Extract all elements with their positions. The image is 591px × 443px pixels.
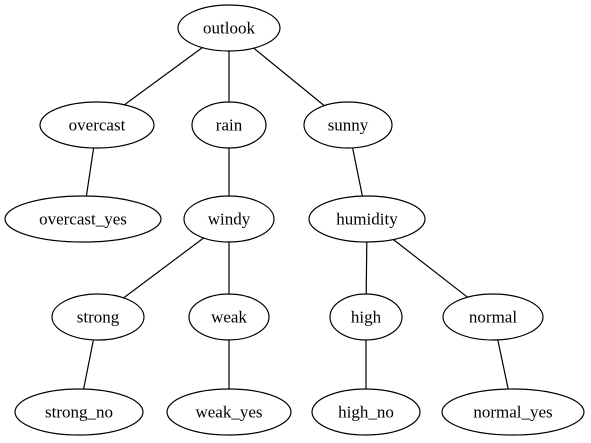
node-high_no: high_no bbox=[311, 388, 421, 436]
node-strong_no-label: strong_no bbox=[45, 403, 113, 422]
node-weak_yes-label: weak_yes bbox=[195, 403, 262, 422]
node-overcast_yes-shape bbox=[4, 195, 162, 243]
node-normal_yes-shape bbox=[441, 388, 585, 436]
node-sunny-label: sunny bbox=[328, 116, 369, 135]
node-rain-label: rain bbox=[216, 116, 243, 135]
edge-outlook-to-overcast bbox=[124, 47, 203, 106]
node-weak-shape bbox=[188, 293, 270, 341]
node-weak_yes-shape bbox=[166, 388, 292, 436]
node-humidity: humidity bbox=[308, 195, 426, 243]
node-normal-label: normal bbox=[469, 308, 517, 327]
node-overcast_yes: overcast_yes bbox=[4, 195, 162, 243]
node-weak-label: weak bbox=[211, 308, 247, 327]
node-high-label: high bbox=[351, 308, 382, 327]
node-high_no-label: high_no bbox=[338, 403, 394, 422]
node-strong: strong bbox=[51, 293, 145, 341]
edge-overcast-to-overcast_yes bbox=[85, 147, 95, 197]
edge-sunny-to-humidity bbox=[352, 147, 363, 197]
node-humidity-shape bbox=[308, 195, 426, 243]
edge-outlook-to-sunny bbox=[253, 47, 325, 107]
node-weak_yes: weak_yes bbox=[166, 388, 292, 436]
node-sunny-shape bbox=[303, 101, 393, 149]
node-strong_no: strong_no bbox=[14, 388, 144, 436]
node-overcast-shape bbox=[39, 101, 155, 149]
edge-strong-to-strong_no bbox=[83, 339, 94, 390]
node-overcast-label: overcast bbox=[69, 116, 126, 135]
node-overcast: overcast bbox=[39, 101, 155, 149]
node-strong-label: strong bbox=[77, 308, 120, 327]
node-strong_no-shape bbox=[14, 388, 144, 436]
node-rain-shape bbox=[191, 101, 267, 149]
node-weak: weak bbox=[188, 293, 270, 341]
node-windy-label: windy bbox=[208, 210, 251, 229]
edge-windy-to-strong bbox=[123, 237, 204, 299]
node-outlook: outlook bbox=[177, 4, 281, 52]
node-rain: rain bbox=[191, 101, 267, 149]
node-normal_yes: normal_yes bbox=[441, 388, 585, 436]
node-normal_yes-label: normal_yes bbox=[473, 403, 552, 422]
edge-normal-to-normal_yes bbox=[497, 339, 509, 390]
edge-layer bbox=[83, 47, 509, 390]
node-sunny: sunny bbox=[303, 101, 393, 149]
node-high-shape bbox=[329, 293, 403, 341]
node-overcast_yes-label: overcast_yes bbox=[39, 210, 127, 229]
edge-humidity-to-high bbox=[365, 241, 368, 295]
node-outlook-label: outlook bbox=[203, 19, 255, 38]
node-high: high bbox=[329, 293, 403, 341]
node-outlook-shape bbox=[177, 4, 281, 52]
node-windy-shape bbox=[183, 195, 275, 243]
node-normal: normal bbox=[442, 293, 544, 341]
node-humidity-label: humidity bbox=[336, 210, 398, 229]
node-windy: windy bbox=[183, 195, 275, 243]
node-normal-shape bbox=[442, 293, 544, 341]
edge-humidity-to-normal bbox=[392, 239, 468, 298]
node-high_no-shape bbox=[311, 388, 421, 436]
node-strong-shape bbox=[51, 293, 145, 341]
